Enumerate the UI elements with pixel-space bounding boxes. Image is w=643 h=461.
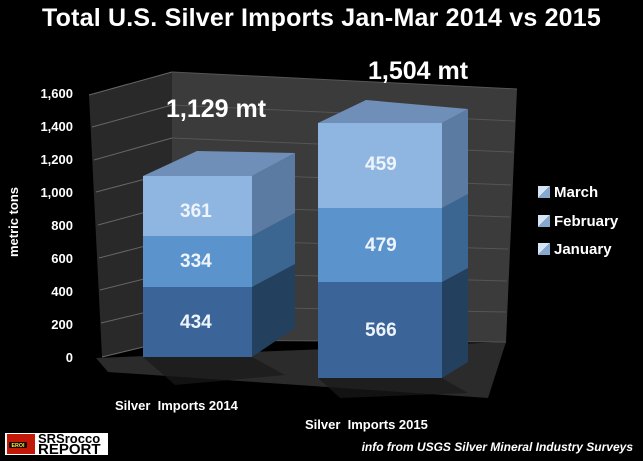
svg-text:EROI: EROI	[12, 443, 25, 449]
